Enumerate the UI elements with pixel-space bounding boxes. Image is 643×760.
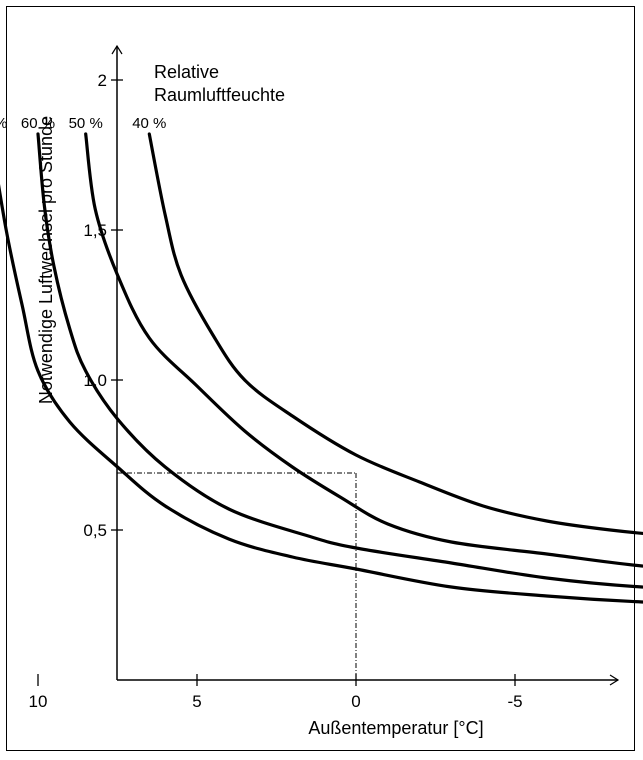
x-tick-label: 5: [192, 692, 201, 711]
y-axis-arrow: [111, 44, 123, 55]
y-tick-label: 2: [98, 71, 107, 90]
x-axis-title: Außentemperatur [°C]: [308, 718, 483, 738]
series-label: 60 %: [21, 115, 55, 132]
legend-title-line-1: Relative: [154, 62, 219, 82]
x-tick-label: 0: [351, 692, 360, 711]
y-axis-title: Notwendige Luftwechsel pro Stunde: [36, 116, 56, 404]
x-tick-label: -5: [507, 692, 522, 711]
curve-50-percent: [84, 132, 643, 568]
reference-lines: [117, 472, 357, 680]
series-label: 40 %: [132, 115, 166, 132]
curves: [0, 132, 643, 604]
series-label: 70 %: [0, 115, 7, 132]
curve-70-percent: [0, 184, 643, 604]
x-tick-label: 10: [29, 692, 48, 711]
curve-40-percent: [147, 132, 643, 536]
curve-60-percent: [36, 132, 643, 589]
y-tick-label: 0,5: [83, 521, 107, 540]
legend-title-line-2: Raumluftfeuchte: [154, 85, 285, 105]
x-axis-arrow: [609, 674, 620, 686]
labels: Außentemperatur [°C] Notwendige Luftwech…: [0, 62, 484, 738]
chart-frame: [6, 6, 635, 751]
series-label: 50 %: [69, 115, 103, 132]
